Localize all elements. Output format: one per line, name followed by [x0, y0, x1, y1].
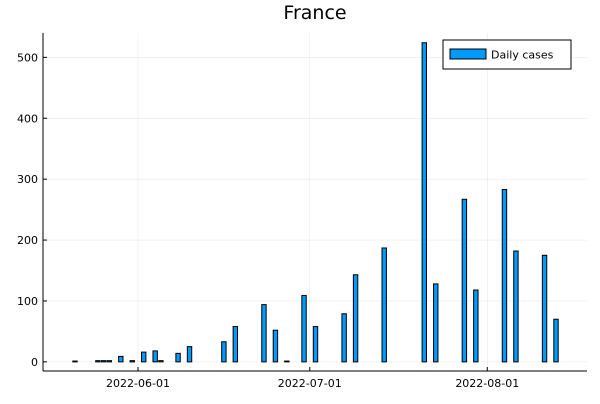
y-tick-label: 500 [17, 51, 38, 64]
x-tick-label: 2022-07-01 [278, 377, 342, 390]
bar [501, 189, 508, 363]
y-tick-label: 100 [17, 295, 38, 308]
bar [312, 326, 319, 363]
bar [261, 304, 267, 363]
x-tick-label: 2022-08-01 [455, 377, 519, 390]
bar [433, 283, 439, 363]
bar [272, 329, 279, 363]
legend: Daily cases [442, 39, 572, 70]
bar [129, 360, 135, 363]
bar [72, 360, 78, 363]
bar [421, 42, 428, 363]
bar [284, 360, 290, 363]
bar [352, 274, 359, 363]
bar [118, 355, 124, 363]
bar [152, 350, 158, 363]
bar [541, 254, 548, 363]
chart-title: France [283, 2, 346, 24]
bar [341, 313, 347, 363]
bar [158, 360, 164, 363]
bar [100, 360, 107, 363]
bar [221, 341, 227, 363]
bar [553, 318, 559, 363]
x-tick-label: 2022-06-01 [106, 377, 170, 390]
bars [72, 42, 559, 363]
bar [513, 250, 519, 363]
y-tick-label: 200 [17, 234, 38, 247]
bar [301, 294, 307, 363]
legend-swatch [449, 48, 487, 60]
bar [141, 351, 147, 363]
y-tick-label: 0 [31, 356, 38, 369]
bar [232, 326, 239, 363]
bar [95, 360, 101, 363]
legend-label: Daily cases [491, 49, 554, 62]
axes: 0 100 200 300 400 500 2022-06-01 2022-07-01 2022… [17, 33, 587, 390]
y-tick-label: 400 [17, 112, 38, 125]
bar [473, 289, 479, 363]
bar [186, 346, 193, 363]
bar [106, 360, 113, 363]
bar [381, 247, 387, 363]
y-tick-label: 300 [17, 173, 38, 186]
bar [461, 198, 468, 363]
bar [175, 352, 181, 363]
